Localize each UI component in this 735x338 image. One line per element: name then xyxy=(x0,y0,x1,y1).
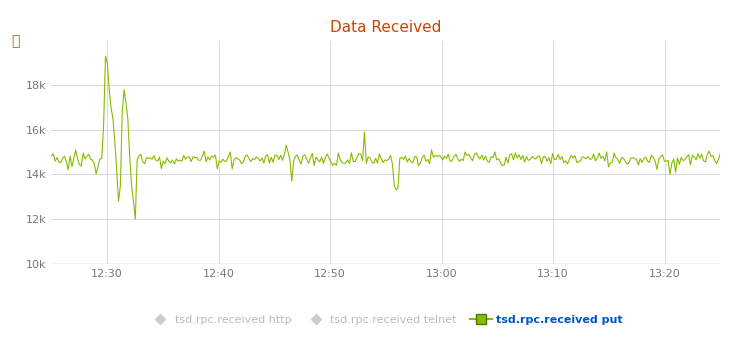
Title: Data Received: Data Received xyxy=(330,20,442,35)
Text: ⤵: ⤵ xyxy=(11,34,19,48)
Legend: tsd.rpc.received http, tsd.rpc.received telnet, tsd.rpc.received put: tsd.rpc.received http, tsd.rpc.received … xyxy=(145,311,627,330)
